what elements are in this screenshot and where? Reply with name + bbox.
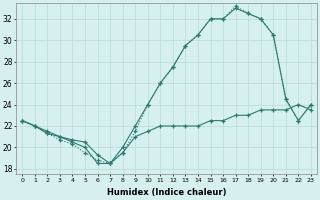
X-axis label: Humidex (Indice chaleur): Humidex (Indice chaleur) (107, 188, 226, 197)
